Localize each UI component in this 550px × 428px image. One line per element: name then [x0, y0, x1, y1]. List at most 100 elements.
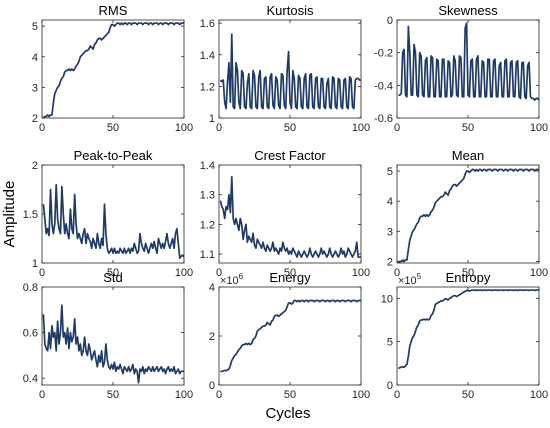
figure-x-axis-label: Cycles: [265, 405, 310, 422]
x-tick-label: 0: [394, 122, 400, 134]
subplot-title: Crest Factor: [254, 148, 326, 163]
x-tick-label: 100: [352, 122, 370, 134]
axes-box: [396, 286, 540, 386]
axis-exponent-label: ×105: [398, 272, 422, 287]
axes-box: [396, 164, 540, 264]
subplot-title: Peak-to-Peak: [74, 148, 153, 163]
axis-exponent-label: ×106: [220, 272, 244, 287]
subplot-energy: Energy 0 50 100 0 2 4 ×106: [209, 270, 370, 401]
series-line: [397, 289, 539, 370]
y-tick-label: 2: [387, 256, 393, 268]
axis-exponent-base: ×10: [220, 275, 239, 287]
subplot-title: Entropy: [446, 270, 491, 285]
series-line: [42, 183, 184, 259]
subplot-mean: Mean 0 50 100 2 3 4 5: [387, 148, 548, 279]
x-tick-label: 50: [107, 122, 119, 134]
series-line: [397, 168, 539, 263]
y-tick-label: 1.3: [200, 190, 215, 202]
y-tick-label: 0.8: [23, 282, 38, 294]
axes-box: [41, 19, 185, 119]
subplot-title: Mean: [452, 148, 485, 163]
y-tick-label: 1: [32, 258, 38, 270]
y-tick-label: 0: [209, 380, 215, 392]
subplot-crest-factor: Crest Factor 0 50 100 1.1 1.2 1.3 1.4: [200, 148, 370, 279]
subplot-skewness: Skewness 0 50 100 -0.6 -0.4 -0.2 0: [374, 3, 548, 134]
y-tick-label: 2: [209, 331, 215, 343]
x-tick-label: 50: [284, 389, 296, 401]
series-line: [42, 22, 184, 118]
series-line: [219, 33, 361, 110]
x-tick-label: 100: [530, 389, 548, 401]
y-tick-label: 1: [209, 113, 215, 125]
x-tick-label: 0: [394, 389, 400, 401]
subplot-title: Skewness: [438, 3, 498, 18]
y-tick-label: 0: [387, 15, 393, 27]
x-tick-label: 0: [216, 267, 222, 279]
series-line: [42, 304, 184, 384]
y-tick-label: 5: [387, 337, 393, 349]
x-tick-label: 50: [107, 267, 119, 279]
x-tick-label: 100: [530, 122, 548, 134]
y-tick-label: 2: [32, 113, 38, 125]
y-tick-label: 2: [32, 160, 38, 172]
y-tick-label: 1.6: [200, 18, 215, 30]
y-tick-label: 1.2: [200, 81, 215, 93]
axes-box: [218, 164, 362, 264]
y-tick-label: -0.6: [374, 113, 393, 125]
x-tick-label: 100: [175, 267, 193, 279]
x-tick-label: 100: [175, 122, 193, 134]
y-tick-label: 1.1: [200, 249, 215, 261]
subplot-kurtosis: Kurtosis 0 50 100 1 1.2 1.4 1.6: [200, 3, 370, 134]
y-tick-label: 4: [387, 196, 393, 208]
axis-exponent-power: 5: [417, 272, 422, 281]
y-tick-label: -0.2: [374, 48, 393, 60]
subplot-title: RMS: [99, 3, 128, 18]
subplot-title: Kurtosis: [267, 3, 314, 18]
axis-exponent-base: ×10: [398, 275, 417, 287]
x-tick-label: 50: [107, 389, 119, 401]
x-tick-label: 50: [284, 122, 296, 134]
subplot-rms: RMS 0 50 100 2 3 4 5: [32, 3, 193, 134]
subplot-std: Std 0 50 100 0.4 0.6 0.8: [23, 270, 193, 401]
x-tick-label: 50: [284, 267, 296, 279]
x-tick-label: 0: [39, 267, 45, 279]
subplot-peak-to-peak: Peak-to-Peak 0 50 100 1 1.5 2: [23, 148, 193, 279]
subplot-title: Std: [103, 270, 123, 285]
y-tick-label: 1.4: [200, 50, 215, 62]
y-tick-label: 3: [32, 82, 38, 94]
y-tick-label: 0.4: [23, 373, 38, 385]
y-tick-label: 10: [381, 293, 393, 305]
y-tick-label: 5: [32, 21, 38, 33]
figure-y-axis-label: Amplitude: [1, 181, 18, 248]
series-line: [398, 22, 539, 101]
x-tick-label: 100: [352, 389, 370, 401]
axis-exponent-power: 6: [239, 272, 244, 281]
y-tick-label: 3: [387, 226, 393, 238]
x-tick-label: 50: [462, 389, 474, 401]
y-tick-label: 1.2: [200, 219, 215, 231]
y-tick-label: 4: [209, 282, 215, 294]
x-tick-label: 0: [216, 389, 222, 401]
x-tick-label: 100: [175, 389, 193, 401]
x-tick-label: 50: [462, 122, 474, 134]
x-tick-label: 0: [394, 267, 400, 279]
x-tick-label: 100: [530, 267, 548, 279]
y-tick-label: 1.4: [200, 160, 215, 172]
y-tick-label: -0.4: [374, 80, 393, 92]
y-tick-label: 1.5: [23, 209, 38, 221]
x-tick-label: 0: [39, 122, 45, 134]
series-line: [219, 176, 361, 258]
x-tick-label: 50: [462, 267, 474, 279]
y-tick-label: 0: [387, 380, 393, 392]
subplot-title: Energy: [269, 270, 311, 285]
y-tick-label: 0.6: [23, 328, 38, 340]
series-line: [220, 299, 361, 373]
x-tick-label: 0: [216, 122, 222, 134]
y-tick-label: 4: [32, 52, 38, 64]
x-tick-label: 100: [352, 267, 370, 279]
y-tick-label: 5: [387, 166, 393, 178]
x-tick-label: 0: [39, 389, 45, 401]
